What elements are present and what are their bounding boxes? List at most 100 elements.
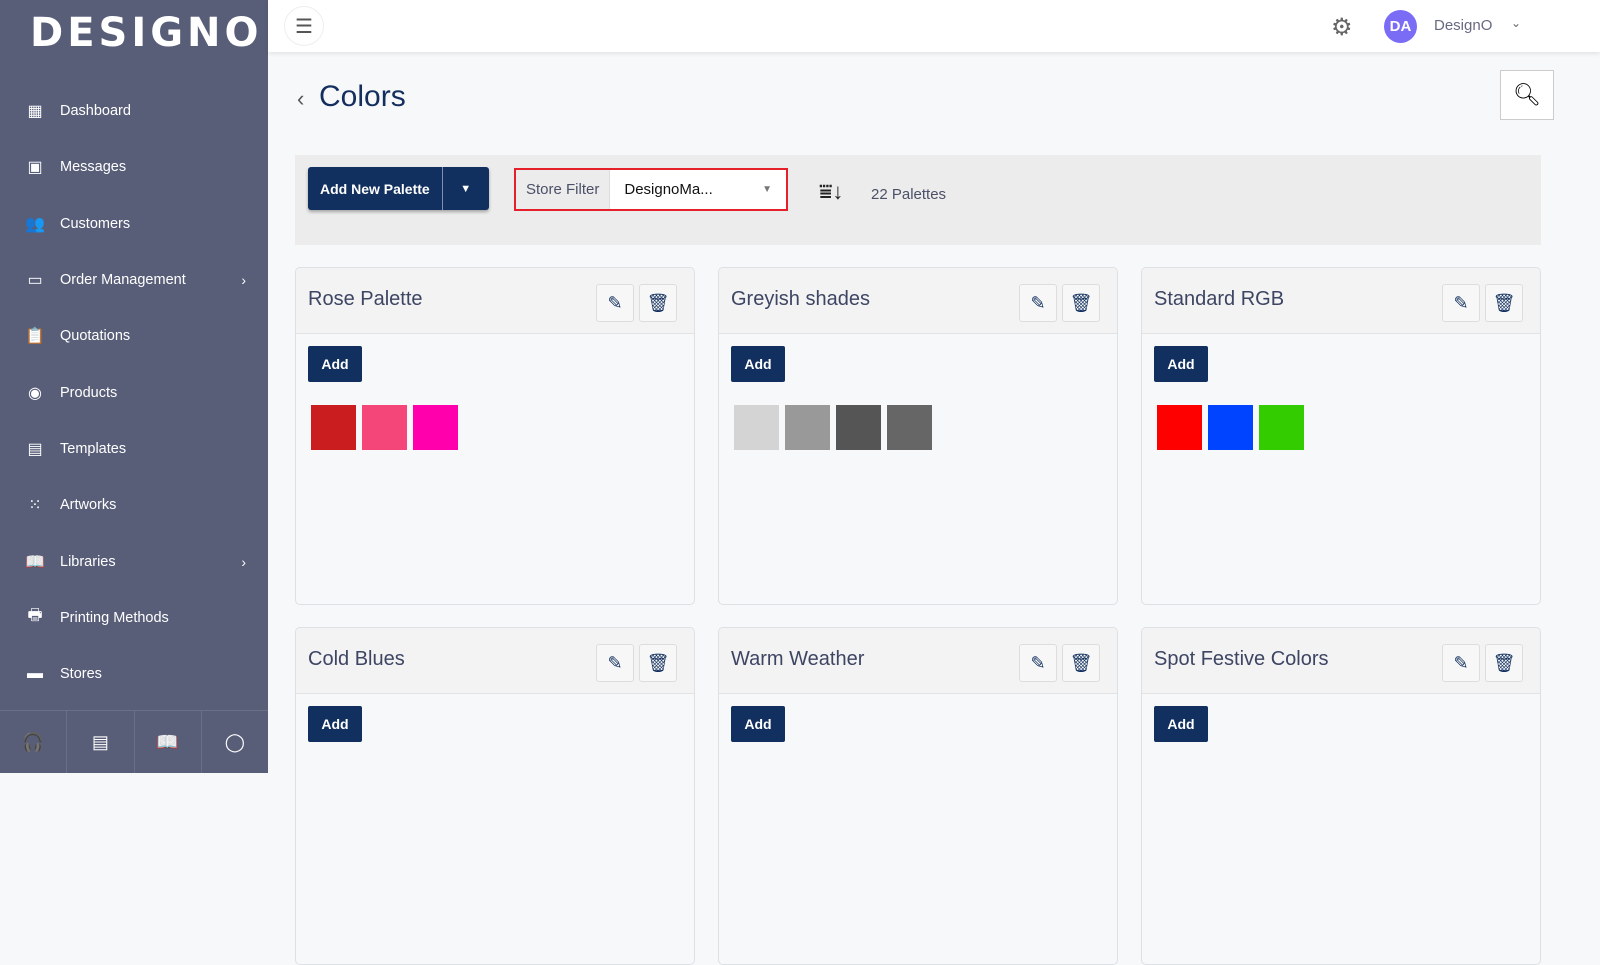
palette-header: Greyish shades ✎ 🗑︎ (719, 268, 1117, 334)
add-color-button[interactable]: Add (731, 706, 785, 742)
palette-header: Cold Blues ✎ 🗑︎ (296, 628, 694, 694)
color-swatch[interactable] (785, 405, 830, 450)
gear-icon[interactable]: ⚙ (1331, 14, 1353, 41)
add-new-palette-button[interactable]: Add New Palette (308, 167, 443, 210)
store-filter: Store Filter DesignoMa... ▼ (514, 168, 788, 211)
sidebar-item-label: Libraries (60, 553, 116, 570)
sidebar-item-label: Printing Methods (60, 609, 169, 626)
store-filter-value: DesignoMa... (624, 181, 713, 198)
palette-header: Standard RGB ✎ 🗑︎ (1142, 268, 1540, 334)
edit-button[interactable]: ✎ (1442, 644, 1480, 682)
add-color-button[interactable]: Add (731, 346, 785, 382)
sidebar-nav: ▦ Dashboard ▣ Messages 👥 Customers ▭ Order Mana… (0, 83, 268, 702)
sidebar-item-label: Messages (60, 159, 127, 176)
sidebar-item-customers[interactable]: 👥 Customers (0, 196, 268, 252)
palette-card: Cold Blues ✎ 🗑︎ Add (295, 627, 695, 965)
sidebar-item-label: Templates (60, 440, 127, 457)
headset-icon[interactable]: 🎧 (0, 711, 68, 773)
sidebar-item-label: Customers (60, 215, 131, 232)
chevron-down-icon[interactable]: ⌄ (1511, 16, 1522, 30)
trash-icon: 🗑︎ (1492, 652, 1516, 673)
pencil-icon: ✎ (1453, 292, 1469, 313)
color-swatch[interactable] (413, 405, 458, 450)
card-icon: ▭ (27, 272, 43, 290)
add-color-button[interactable]: Add (1154, 706, 1208, 742)
avatar[interactable]: DA (1384, 10, 1417, 43)
trash-icon: 🗑︎ (1069, 292, 1093, 313)
delete-button[interactable]: 🗑︎ (1485, 284, 1523, 322)
sort-icon[interactable]: ⩸↓ (819, 179, 844, 204)
color-swatch[interactable] (1208, 405, 1253, 450)
delete-button[interactable]: 🗑︎ (1485, 644, 1523, 682)
color-swatch[interactable] (836, 405, 881, 450)
trash-icon: 🗑︎ (646, 652, 670, 673)
palette-name: Cold Blues (308, 648, 405, 670)
add-color-button[interactable]: Add (308, 346, 362, 382)
sidebar-item-label: Stores (60, 666, 102, 683)
sidebar-item-printing-methods[interactable]: 🖶 Printing Methods (0, 590, 268, 646)
color-swatch[interactable] (734, 405, 779, 450)
sidebar-item-label: Artworks (60, 497, 117, 514)
sidebar-item-quotations[interactable]: 📋 Quotations (0, 308, 268, 364)
swatch-list (1157, 405, 1304, 450)
sidebar-item-templates[interactable]: ▤ Templates (0, 421, 268, 477)
sidebar-item-order-management[interactable]: ▭ Order Management › (0, 252, 268, 308)
trash-icon: 🗑︎ (1492, 292, 1516, 313)
messages-icon: ▣ (27, 159, 43, 177)
delete-button[interactable]: 🗑︎ (1062, 284, 1100, 322)
pencil-icon: ✎ (607, 652, 623, 673)
palette-card: Warm Weather ✎ 🗑︎ Add (718, 627, 1118, 965)
palette-header: Warm Weather ✎ 🗑︎ (719, 628, 1117, 694)
menu-icon[interactable]: ☰ (284, 6, 324, 46)
store-icon: ▬ (27, 665, 43, 683)
color-swatch[interactable] (362, 405, 407, 450)
trash-icon: 🗑︎ (1069, 652, 1093, 673)
dashboard-icon: ▦ (27, 103, 43, 121)
pencil-icon: ✎ (1030, 292, 1046, 313)
search-button[interactable]: 🔍︎ (1500, 70, 1554, 120)
delete-button[interactable]: 🗑︎ (639, 644, 677, 682)
sidebar-item-artworks[interactable]: ⁙ Artworks (0, 477, 268, 533)
palette-name: Greyish shades (731, 288, 870, 310)
palette-name: Spot Festive Colors (1154, 648, 1329, 670)
edit-button[interactable]: ✎ (1019, 644, 1057, 682)
add-color-button[interactable]: Add (1154, 346, 1208, 382)
palette-card: Spot Festive Colors ✎ 🗑︎ Add (1141, 627, 1541, 965)
edit-button[interactable]: ✎ (1442, 284, 1480, 322)
sidebar-item-products[interactable]: ◉ Products (0, 364, 268, 420)
user-name[interactable]: DesignO (1434, 17, 1493, 34)
palette-count: 22 Palettes (871, 186, 947, 203)
store-filter-label: Store Filter (516, 170, 611, 209)
caret-down-icon[interactable]: ▼ (460, 182, 472, 195)
color-swatch[interactable] (1157, 405, 1202, 450)
delete-button[interactable]: 🗑︎ (639, 284, 677, 322)
book-icon[interactable]: 📖 (135, 711, 202, 773)
palette-header: Rose Palette ✎ 🗑︎ (296, 268, 694, 334)
disc-icon: ◉ (28, 384, 42, 402)
chevron-right-icon: › (241, 553, 246, 570)
color-swatch[interactable] (887, 405, 932, 450)
edit-button[interactable]: ✎ (596, 644, 634, 682)
add-color-button[interactable]: Add (308, 706, 362, 742)
edit-button[interactable]: ✎ (1019, 284, 1057, 322)
caret-down-icon: ▼ (762, 184, 772, 195)
printer-icon: 🖶 (27, 607, 43, 625)
palette-header: Spot Festive Colors ✎ 🗑︎ (1142, 628, 1540, 694)
delete-button[interactable]: 🗑︎ (1062, 644, 1100, 682)
back-icon[interactable]: ‹ (297, 86, 305, 111)
color-swatch[interactable] (311, 405, 356, 450)
whatsapp-icon[interactable]: ◯ (224, 731, 245, 752)
palette-name: Warm Weather (731, 648, 865, 670)
sidebar-item-dashboard[interactable]: ▦ Dashboard (0, 83, 268, 139)
sidebar-item-label: Order Management (60, 272, 186, 289)
store-filter-select[interactable]: DesignoMa... ▼ (610, 170, 786, 209)
edit-button[interactable]: ✎ (596, 284, 634, 322)
sidebar-item-messages[interactable]: ▣ Messages (0, 139, 268, 195)
palette-name: Rose Palette (308, 288, 423, 310)
chevron-right-icon: › (241, 272, 246, 289)
clipboard-icon: 📋 (25, 328, 45, 346)
chat-icon[interactable]: ▤ (67, 711, 135, 773)
color-swatch[interactable] (1259, 405, 1304, 450)
sidebar-item-stores[interactable]: ▬ Stores (0, 646, 268, 702)
sidebar-item-libraries[interactable]: 📖 Libraries › (0, 533, 268, 589)
